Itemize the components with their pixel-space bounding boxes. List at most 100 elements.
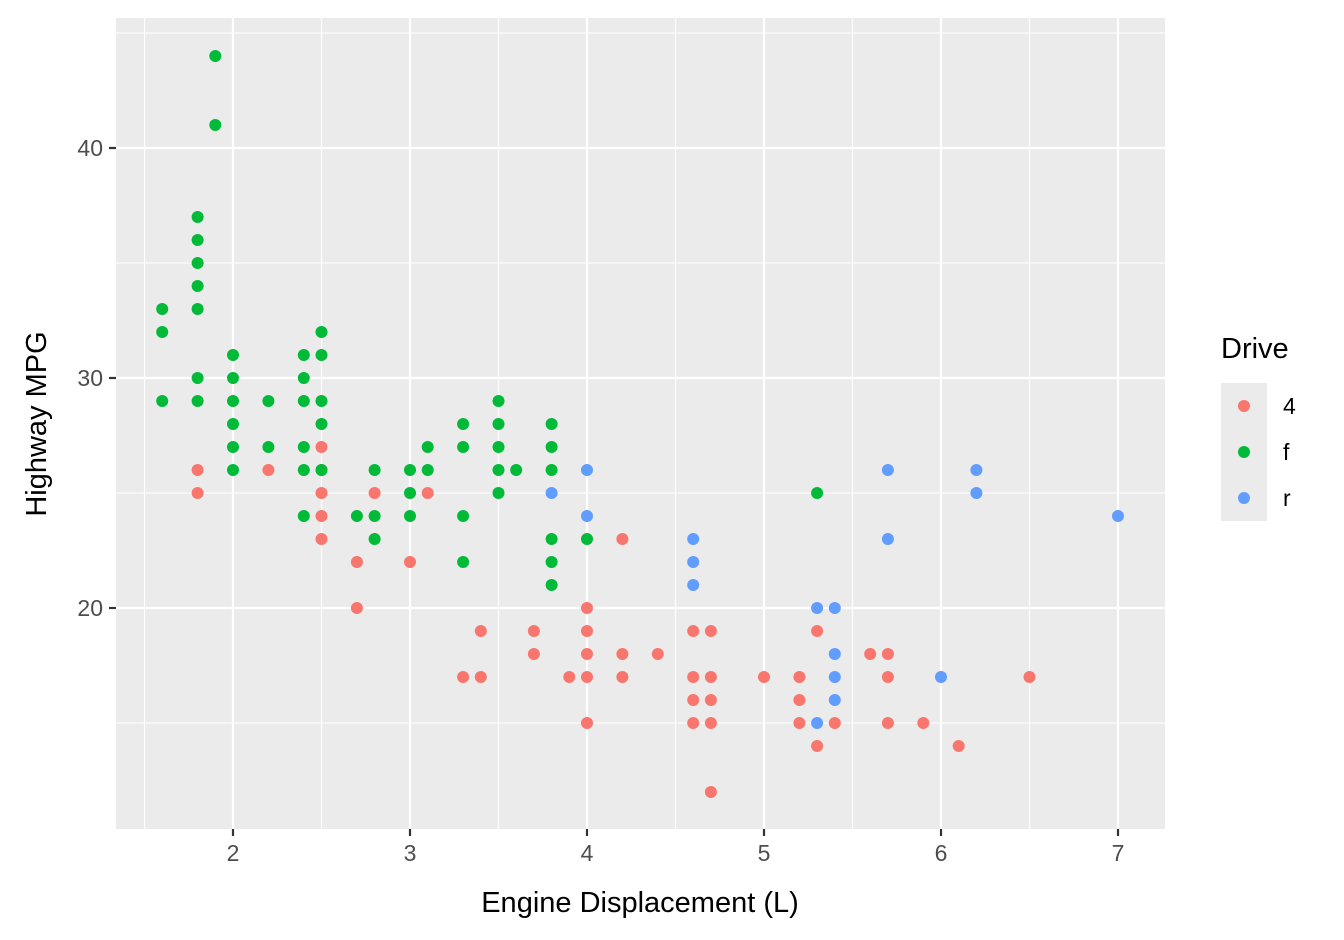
data-point-4 (527, 625, 540, 637)
data-point-4 (616, 671, 629, 683)
data-point-4 (881, 671, 894, 683)
data-point-4 (581, 671, 593, 683)
data-point-f (510, 464, 523, 476)
data-point-4 (262, 464, 275, 476)
data-point-4 (687, 694, 700, 706)
data-point-r (687, 579, 700, 591)
data-point-r (828, 694, 841, 706)
data-point-r (811, 717, 824, 729)
x-tick-label: 3 (404, 840, 417, 866)
data-point-f (297, 510, 310, 522)
major-gridlines (116, 18, 1165, 829)
legend-label-4: 4 (1283, 393, 1296, 419)
data-point-f (404, 464, 416, 476)
data-point-f (209, 50, 222, 62)
data-point-4 (350, 602, 363, 614)
data-point-4 (457, 671, 470, 683)
data-point-f (315, 418, 328, 430)
data-point-f (457, 556, 470, 568)
data-point-4 (793, 671, 806, 683)
data-point-4 (793, 717, 806, 729)
data-point-4 (474, 671, 487, 683)
data-point-4 (191, 464, 204, 476)
data-point-f (545, 418, 558, 430)
data-point-f (368, 510, 381, 522)
data-point-f (545, 533, 558, 545)
data-point-f (404, 487, 416, 499)
x-tick-label: 6 (935, 840, 948, 866)
data-point-f (368, 533, 381, 545)
data-point-f (227, 464, 239, 476)
data-point-f (297, 395, 310, 407)
data-point-f (492, 418, 505, 430)
data-point-4 (581, 648, 593, 660)
data-point-f (227, 441, 239, 453)
data-point-4 (563, 671, 576, 683)
data-point-r (828, 648, 841, 660)
data-point-f (191, 234, 204, 246)
y-tick-label: 30 (77, 365, 103, 391)
data-point-4 (811, 625, 824, 637)
data-point-f (368, 464, 381, 476)
data-point-r (828, 671, 841, 683)
data-point-f (581, 533, 593, 545)
y-tick-label: 20 (77, 595, 103, 621)
data-point-f (404, 510, 416, 522)
data-point-f (297, 441, 310, 453)
data-point-4 (315, 510, 328, 522)
data-point-r (687, 533, 700, 545)
data-point-f (297, 372, 310, 384)
data-point-4 (704, 717, 717, 729)
data-point-r (970, 464, 983, 476)
data-point-r (1112, 510, 1124, 522)
x-tick-label: 5 (758, 840, 771, 866)
data-point-4 (474, 625, 487, 637)
data-point-f (545, 579, 558, 591)
data-point-f (227, 349, 239, 361)
data-point-f (315, 349, 328, 361)
legend-label-r: r (1283, 485, 1291, 511)
data-point-4 (315, 533, 328, 545)
data-point-4 (350, 556, 363, 568)
data-point-4 (315, 441, 328, 453)
data-point-f (315, 395, 328, 407)
data-point-f (421, 441, 434, 453)
minor-gridlines (116, 18, 1165, 829)
data-point-4 (404, 556, 416, 568)
data-point-f (350, 510, 363, 522)
data-point-f (156, 326, 169, 338)
data-point-4 (191, 487, 204, 499)
data-point-4 (581, 625, 593, 637)
data-point-r (881, 464, 894, 476)
data-point-4 (811, 740, 824, 752)
data-point-4 (917, 717, 930, 729)
data-point-f (227, 418, 239, 430)
data-point-4 (687, 717, 700, 729)
data-point-4 (881, 717, 894, 729)
data-point-4 (527, 648, 540, 660)
data-point-f (315, 326, 328, 338)
data-point-r (970, 487, 983, 499)
data-point-4 (952, 740, 965, 752)
data-point-4 (581, 602, 593, 614)
data-point-r (545, 487, 558, 499)
data-point-r (935, 671, 947, 683)
data-point-f (545, 441, 558, 453)
data-point-4 (315, 487, 328, 499)
data-point-4 (864, 648, 877, 660)
data-point-4 (828, 717, 841, 729)
y-axis-title: Highway MPG (21, 331, 53, 516)
data-point-4 (421, 487, 434, 499)
data-point-f (421, 464, 434, 476)
data-point-4 (793, 694, 806, 706)
data-point-f (156, 395, 169, 407)
data-point-f (191, 280, 204, 292)
legend-key-r (1238, 492, 1250, 504)
data-point-f (191, 372, 204, 384)
data-point-r (811, 602, 824, 614)
y-tick-label: 40 (77, 135, 103, 161)
data-point-4 (704, 671, 717, 683)
x-tick-label: 4 (581, 840, 594, 866)
data-point-f (545, 464, 558, 476)
